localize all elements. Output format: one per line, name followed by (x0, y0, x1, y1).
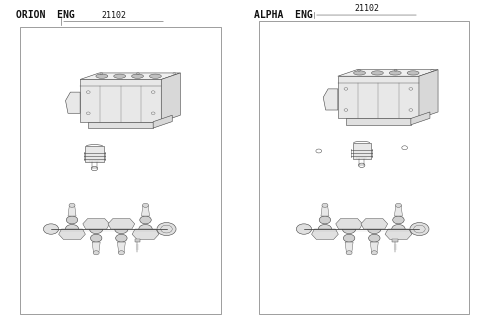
Ellipse shape (114, 74, 126, 78)
Bar (353, 143, 371, 159)
Polygon shape (80, 79, 161, 122)
Circle shape (392, 224, 405, 234)
Text: 21102: 21102 (354, 4, 379, 13)
Circle shape (115, 224, 128, 234)
Polygon shape (80, 73, 180, 79)
Polygon shape (385, 229, 412, 239)
Bar (259, 21, 469, 314)
Polygon shape (161, 73, 180, 122)
Circle shape (89, 224, 103, 234)
Circle shape (43, 224, 59, 234)
Circle shape (368, 224, 381, 234)
Circle shape (296, 224, 312, 234)
Ellipse shape (354, 71, 365, 75)
Circle shape (410, 222, 429, 236)
Ellipse shape (372, 71, 384, 75)
Polygon shape (312, 229, 338, 239)
Polygon shape (68, 205, 76, 216)
Circle shape (116, 234, 127, 242)
Circle shape (342, 224, 356, 234)
Polygon shape (92, 242, 100, 253)
Ellipse shape (389, 71, 401, 75)
Polygon shape (419, 70, 438, 118)
Text: ALPHA  ENG: ALPHA ENG (254, 10, 313, 20)
Polygon shape (321, 205, 329, 216)
Circle shape (140, 216, 151, 224)
Polygon shape (142, 205, 149, 216)
Bar (392, 239, 398, 242)
Polygon shape (153, 115, 172, 128)
Ellipse shape (96, 74, 108, 78)
Polygon shape (117, 242, 125, 253)
Polygon shape (83, 219, 109, 229)
Polygon shape (88, 122, 153, 128)
Polygon shape (108, 219, 135, 229)
Polygon shape (336, 219, 362, 229)
Polygon shape (59, 229, 85, 239)
Bar (21, 28, 221, 314)
Polygon shape (345, 242, 353, 253)
Text: ORION  ENG: ORION ENG (16, 10, 74, 20)
Polygon shape (323, 89, 338, 110)
Circle shape (393, 216, 404, 224)
Circle shape (318, 224, 332, 234)
Circle shape (143, 203, 148, 207)
Circle shape (343, 234, 355, 242)
Circle shape (157, 222, 176, 236)
Polygon shape (338, 76, 419, 118)
Circle shape (90, 234, 102, 242)
Circle shape (119, 251, 124, 255)
Polygon shape (132, 229, 159, 239)
Circle shape (322, 203, 328, 207)
Circle shape (65, 224, 79, 234)
Polygon shape (338, 70, 438, 76)
Circle shape (139, 224, 152, 234)
Circle shape (396, 203, 401, 207)
Bar (134, 239, 140, 242)
Polygon shape (411, 112, 430, 125)
Ellipse shape (132, 74, 144, 78)
Polygon shape (66, 92, 80, 113)
Polygon shape (370, 242, 378, 253)
Circle shape (372, 251, 377, 255)
Ellipse shape (149, 74, 161, 78)
Ellipse shape (407, 71, 419, 75)
Circle shape (319, 216, 331, 224)
Bar (85, 146, 104, 162)
Circle shape (66, 216, 78, 224)
Circle shape (369, 234, 380, 242)
Polygon shape (395, 205, 402, 216)
Text: 21102: 21102 (101, 11, 126, 20)
Polygon shape (346, 118, 411, 125)
Circle shape (346, 251, 352, 255)
Circle shape (93, 251, 99, 255)
Circle shape (69, 203, 75, 207)
Polygon shape (361, 219, 388, 229)
